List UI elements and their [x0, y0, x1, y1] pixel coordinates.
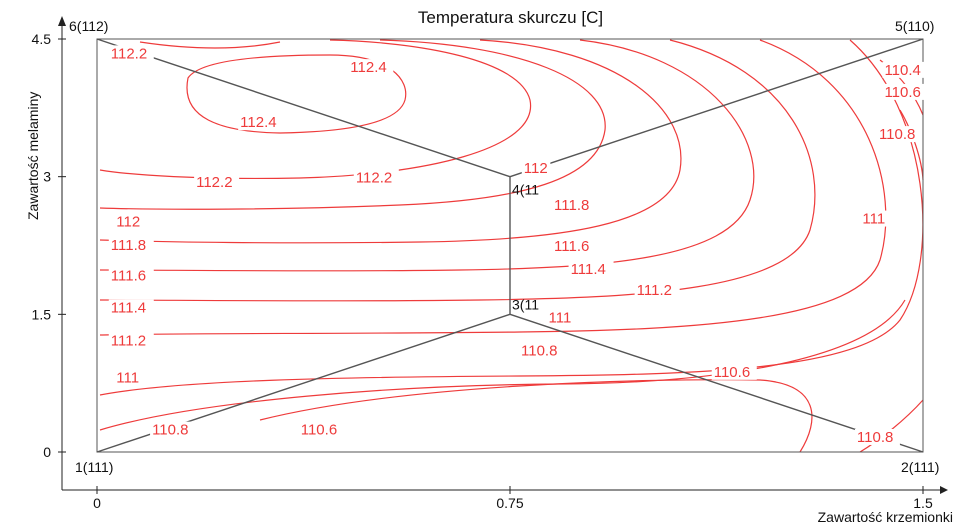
y-axis-label: Zawartość melaminy	[25, 91, 41, 220]
x-tick-label: 0.75	[496, 495, 523, 511]
contour-label-bg	[711, 363, 757, 380]
design-point-label: 6(112)	[69, 18, 108, 34]
contour-label: 111.6	[111, 267, 146, 284]
contour-label-bg	[298, 421, 344, 438]
contour-label-bg	[546, 309, 576, 326]
contour-line	[186, 54, 407, 134]
design-point-label: 1(111)	[75, 459, 113, 475]
contour-label: 110.8	[857, 429, 893, 446]
contour-label-bg	[108, 267, 154, 284]
contour-label: 110.8	[879, 126, 915, 143]
contour-label: 112	[524, 160, 548, 177]
design-point-label: 3(11	[512, 296, 539, 312]
contour-label-bg	[882, 83, 928, 100]
contour-line	[99, 39, 682, 244]
contour-label-bg	[108, 332, 154, 349]
contour-label: 111.8	[111, 237, 146, 254]
contour-label: 112.4	[350, 59, 386, 76]
design-line	[96, 38, 511, 178]
contour-line	[99, 39, 924, 396]
x-axis-arrow	[940, 486, 948, 494]
contour-label: 111.8	[554, 197, 589, 214]
contour-label-bg	[854, 428, 900, 445]
contour-line	[139, 41, 281, 49]
contour-label-bg	[238, 114, 284, 131]
contour-label: 112.4	[240, 114, 276, 131]
contour-line	[899, 109, 924, 181]
contour-label-bg	[194, 173, 240, 190]
y-tick-label: 3	[43, 169, 51, 185]
contour-label: 111	[116, 369, 139, 386]
contour-label-bg	[108, 237, 154, 254]
y-tick-label: 1.5	[32, 306, 52, 322]
x-axis-label: Zawartość krzemionki	[817, 509, 953, 525]
contour-label: 111.2	[637, 282, 672, 299]
contour-label: 110.8	[152, 422, 188, 439]
contour-label-bg	[108, 299, 154, 316]
contour-label-bg	[108, 45, 154, 62]
x-tick-label: 0	[93, 495, 101, 511]
y-axis-arrow	[58, 16, 66, 26]
contour-line	[99, 39, 816, 302]
design-point-label: 2(111)	[901, 459, 939, 475]
design-point-label: 5(110)	[895, 18, 934, 34]
contour-label-bg	[876, 126, 922, 143]
contour-label: 111.4	[111, 300, 146, 317]
contour-label-bg	[552, 196, 598, 213]
contour-label: 110.6	[714, 364, 750, 381]
contour-label-bg	[114, 369, 143, 386]
contour-label: 111.2	[111, 333, 146, 350]
contour-label: 112.2	[196, 174, 232, 191]
contour-label-bg	[552, 238, 598, 255]
contour-label: 111.6	[554, 238, 589, 255]
design-line	[509, 313, 924, 453]
contour-line	[99, 39, 606, 210]
contour-label: 110.6	[301, 422, 337, 439]
contour-label: 110.8	[521, 343, 557, 360]
contour-line	[259, 379, 813, 453]
contour-label-bg	[568, 261, 614, 278]
design-line	[509, 38, 924, 178]
contour-label: 111	[549, 310, 572, 327]
y-tick-label: 4.5	[32, 31, 52, 47]
x-tick-label: 1.5	[913, 495, 933, 511]
contour-label: 112.2	[111, 45, 147, 62]
contour-label: 111.4	[571, 261, 606, 278]
contour-label: 110.4	[884, 62, 920, 79]
contour-label-bg	[348, 59, 394, 76]
y-tick-label: 0	[43, 444, 51, 460]
contour-line	[99, 39, 755, 272]
contour-label-bg	[114, 213, 143, 230]
contour-label-bg	[521, 160, 551, 177]
contour-line	[99, 39, 887, 336]
contour-label: 110.6	[884, 84, 920, 101]
contour-label-bg	[353, 169, 399, 186]
design-point-label: 4(11	[512, 182, 539, 198]
contour-label-bg	[634, 282, 680, 299]
chart-title: Temperatura skurczu [C]	[417, 8, 604, 27]
contour-label: 112	[116, 213, 140, 230]
contour-line	[99, 39, 532, 180]
contour-label-bg	[882, 61, 928, 78]
contour-label-bg	[150, 421, 196, 438]
contour-label: 112.2	[356, 169, 392, 186]
plot-frame	[96, 38, 924, 453]
contour-label-bg	[860, 210, 890, 227]
contour-label: 111	[862, 211, 885, 228]
contour-label-bg	[519, 342, 565, 359]
